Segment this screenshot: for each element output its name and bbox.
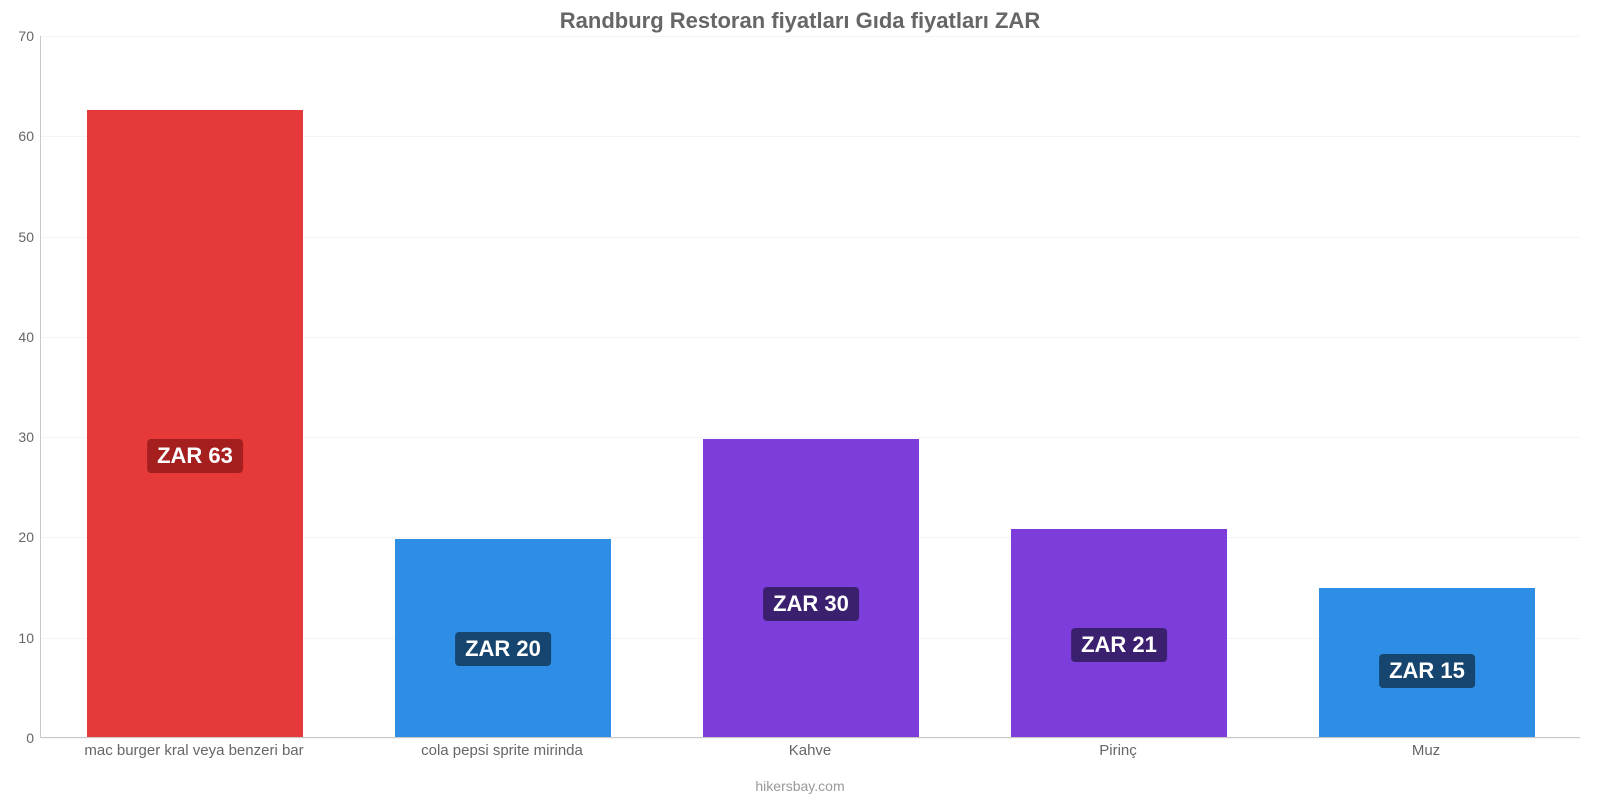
x-tick-label: Muz	[1412, 742, 1440, 759]
x-tick-label: Kahve	[789, 742, 832, 759]
data-label: ZAR 20	[455, 632, 551, 666]
y-tick-label: 10	[18, 630, 34, 646]
y-tick-label: 20	[18, 529, 34, 545]
y-tick-label: 70	[18, 28, 34, 44]
plot-area: ZAR 63 ZAR 20 ZAR 30 ZAR 21 ZAR 15	[40, 36, 1580, 738]
chart-container: Randburg Restoran fiyatları Gıda fiyatla…	[0, 0, 1600, 800]
data-label: ZAR 15	[1379, 654, 1475, 688]
y-tick-label: 0	[26, 730, 34, 746]
gridline	[41, 738, 1580, 739]
y-tick-label: 60	[18, 128, 34, 144]
y-tick-label: 50	[18, 229, 34, 245]
x-tick-label: cola pepsi sprite mirinda	[421, 742, 583, 759]
chart-title: Randburg Restoran fiyatları Gıda fiyatla…	[0, 8, 1600, 34]
y-tick-label: 30	[18, 429, 34, 445]
chart-footer: hikersbay.com	[0, 778, 1600, 794]
gridline	[41, 36, 1580, 37]
x-tick-label: mac burger kral veya benzeri bar	[84, 742, 303, 759]
data-label: ZAR 63	[147, 439, 243, 473]
x-tick-label: Pirinç	[1099, 742, 1137, 759]
data-label: ZAR 21	[1071, 628, 1167, 662]
bar	[87, 110, 303, 737]
data-label: ZAR 30	[763, 587, 859, 621]
y-tick-label: 40	[18, 329, 34, 345]
